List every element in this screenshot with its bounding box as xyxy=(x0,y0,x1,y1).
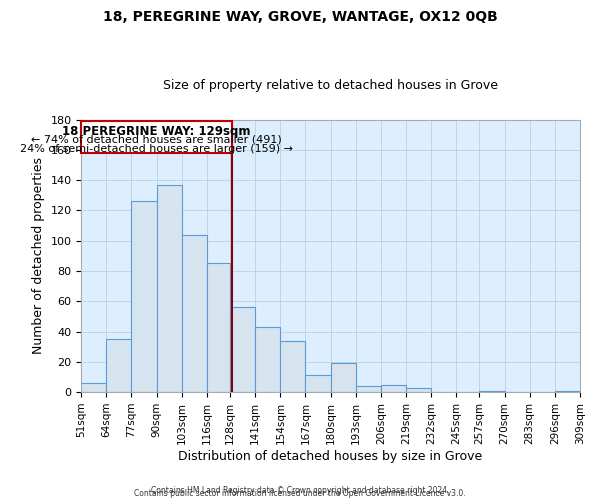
Bar xyxy=(305,376,331,392)
Bar xyxy=(106,339,131,392)
Bar xyxy=(157,184,182,392)
Bar xyxy=(331,364,356,392)
Bar xyxy=(230,308,255,392)
Y-axis label: Number of detached properties: Number of detached properties xyxy=(32,158,45,354)
Text: 18, PEREGRINE WAY, GROVE, WANTAGE, OX12 0QB: 18, PEREGRINE WAY, GROVE, WANTAGE, OX12 … xyxy=(103,10,497,24)
Bar xyxy=(255,327,280,392)
Text: 24% of semi-detached houses are larger (159) →: 24% of semi-detached houses are larger (… xyxy=(20,144,293,154)
Text: 18 PEREGRINE WAY: 129sqm: 18 PEREGRINE WAY: 129sqm xyxy=(62,126,251,138)
FancyBboxPatch shape xyxy=(81,121,232,153)
Bar xyxy=(356,386,381,392)
Bar xyxy=(479,390,505,392)
X-axis label: Distribution of detached houses by size in Grove: Distribution of detached houses by size … xyxy=(178,450,483,462)
Text: Contains public sector information licensed under the Open Government Licence v3: Contains public sector information licen… xyxy=(134,488,466,498)
Bar xyxy=(81,383,106,392)
Bar xyxy=(280,340,305,392)
Bar xyxy=(207,264,230,392)
Text: Contains HM Land Registry data © Crown copyright and database right 2024.: Contains HM Land Registry data © Crown c… xyxy=(151,486,449,495)
Bar xyxy=(406,388,431,392)
Text: ← 74% of detached houses are smaller (491): ← 74% of detached houses are smaller (49… xyxy=(31,135,282,145)
Bar xyxy=(131,202,157,392)
Bar xyxy=(555,390,580,392)
Title: Size of property relative to detached houses in Grove: Size of property relative to detached ho… xyxy=(163,79,498,92)
Bar xyxy=(182,234,207,392)
Bar xyxy=(381,384,406,392)
